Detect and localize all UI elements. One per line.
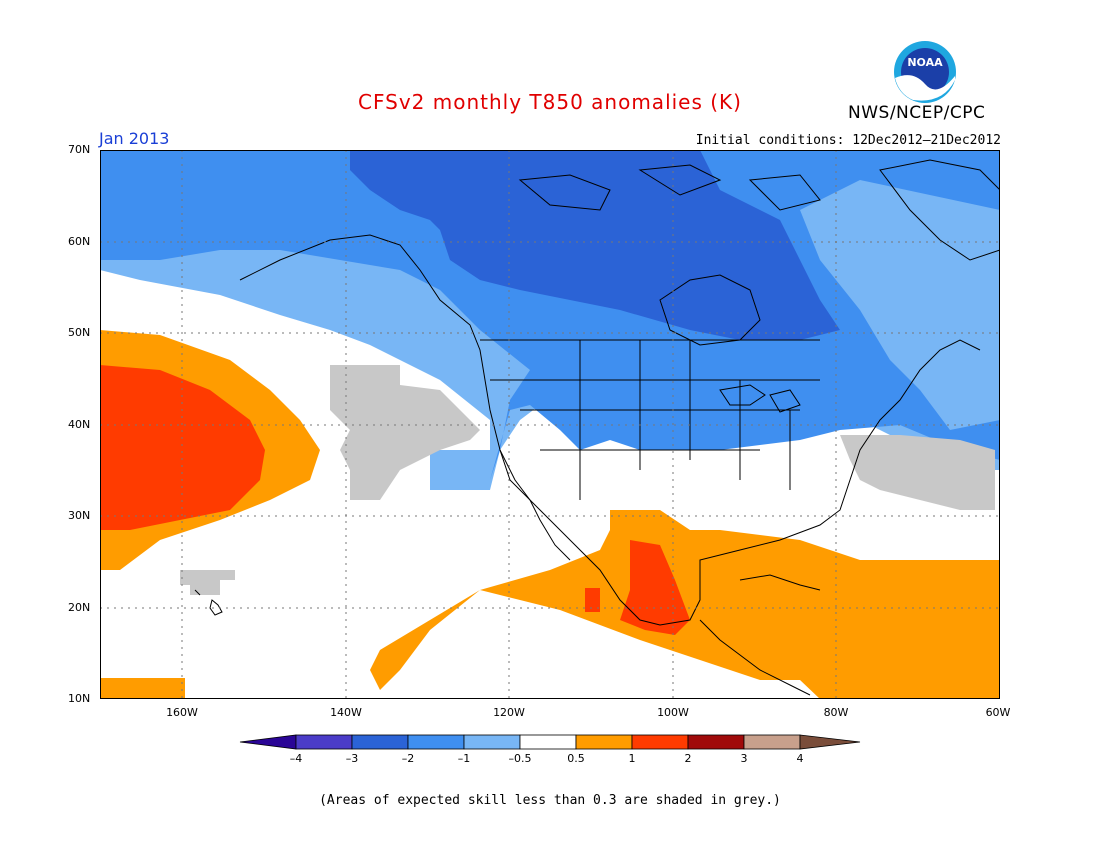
coastline-cuba [739, 574, 821, 591]
lon-label: 160W [166, 706, 198, 719]
colorbar-swatch [407, 734, 465, 750]
noaa-logo-icon: NOAA [893, 40, 957, 104]
state-borders [480, 339, 820, 500]
colorbar-label: 2 [684, 752, 692, 765]
coastlines [194, 159, 1000, 696]
lat-label: 60N [68, 235, 91, 248]
lat-label: 40N [68, 418, 91, 431]
coastline-arctic-islands [518, 164, 821, 211]
colorbar-swatch [575, 734, 633, 750]
colorbar-swatch [295, 734, 353, 750]
coastline-central-america [699, 619, 811, 696]
forecast-month: Jan 2013 [99, 129, 170, 148]
lon-label: 60W [985, 706, 1011, 719]
shade-orange-mexico [370, 510, 1000, 699]
coastline-hawaii [194, 589, 223, 616]
shade-grey-pacific [330, 365, 480, 500]
coastline-baja [499, 449, 571, 561]
coastline-hudson [659, 274, 761, 346]
anomaly-shading [100, 150, 1000, 699]
lat-label: 50N [68, 326, 91, 339]
colorbar-swatch [519, 734, 577, 750]
colorbar-swatch [351, 734, 409, 750]
colorbar-label: 4 [796, 752, 804, 765]
colorbar-swatch [743, 734, 801, 750]
colorbar-swatch [239, 734, 297, 750]
coastline-greenland [879, 159, 1000, 261]
colorbar [239, 734, 861, 750]
noaa-logo-text: NOAA [907, 56, 943, 69]
colorbar-label: 0.5 [567, 752, 585, 765]
colorbar-swatch [799, 734, 861, 750]
colorbar-swatch [463, 734, 521, 750]
shade-red-pacific [100, 365, 265, 530]
colorbar-label: –4 [289, 752, 303, 765]
colorbar-label: 1 [628, 752, 636, 765]
shade-grey-hawaii [180, 570, 235, 595]
coastline-north-america [239, 234, 981, 626]
shade-dark-blue [350, 150, 840, 340]
colorbar-swatch [631, 734, 689, 750]
lon-label: 100W [657, 706, 689, 719]
lat-label: 70N [68, 143, 91, 156]
colorbar-label: 3 [740, 752, 748, 765]
lon-label: 80W [823, 706, 849, 719]
lat-label: 10N [68, 692, 91, 705]
lon-label: 140W [330, 706, 362, 719]
map-frame [100, 150, 1000, 699]
shade-red-small [585, 588, 600, 612]
colorbar-label: –3 [345, 752, 359, 765]
map-title: CFSv2 monthly T850 anomalies (K) [358, 90, 742, 114]
shade-red-mexico [620, 540, 690, 635]
graticule [100, 150, 1000, 699]
shade-grey-atlantic [840, 435, 995, 510]
colorbar-label: –2 [401, 752, 415, 765]
anomaly-map [100, 150, 1000, 699]
skill-footnote: (Areas of expected skill less than 0.3 a… [319, 793, 781, 808]
colorbar-label: –1 [457, 752, 471, 765]
shade-orange-south [100, 678, 185, 699]
lat-label: 20N [68, 601, 91, 614]
organization-label: NWS/NCEP/CPC [848, 103, 986, 123]
coastline-great-lakes [719, 384, 801, 413]
colorbar-swatch [687, 734, 745, 750]
initial-conditions: Initial conditions: 12Dec2012–21Dec2012 [695, 133, 1001, 148]
lat-label: 30N [68, 509, 91, 522]
lon-label: 120W [493, 706, 525, 719]
colorbar-label: –0.5 [508, 752, 532, 765]
